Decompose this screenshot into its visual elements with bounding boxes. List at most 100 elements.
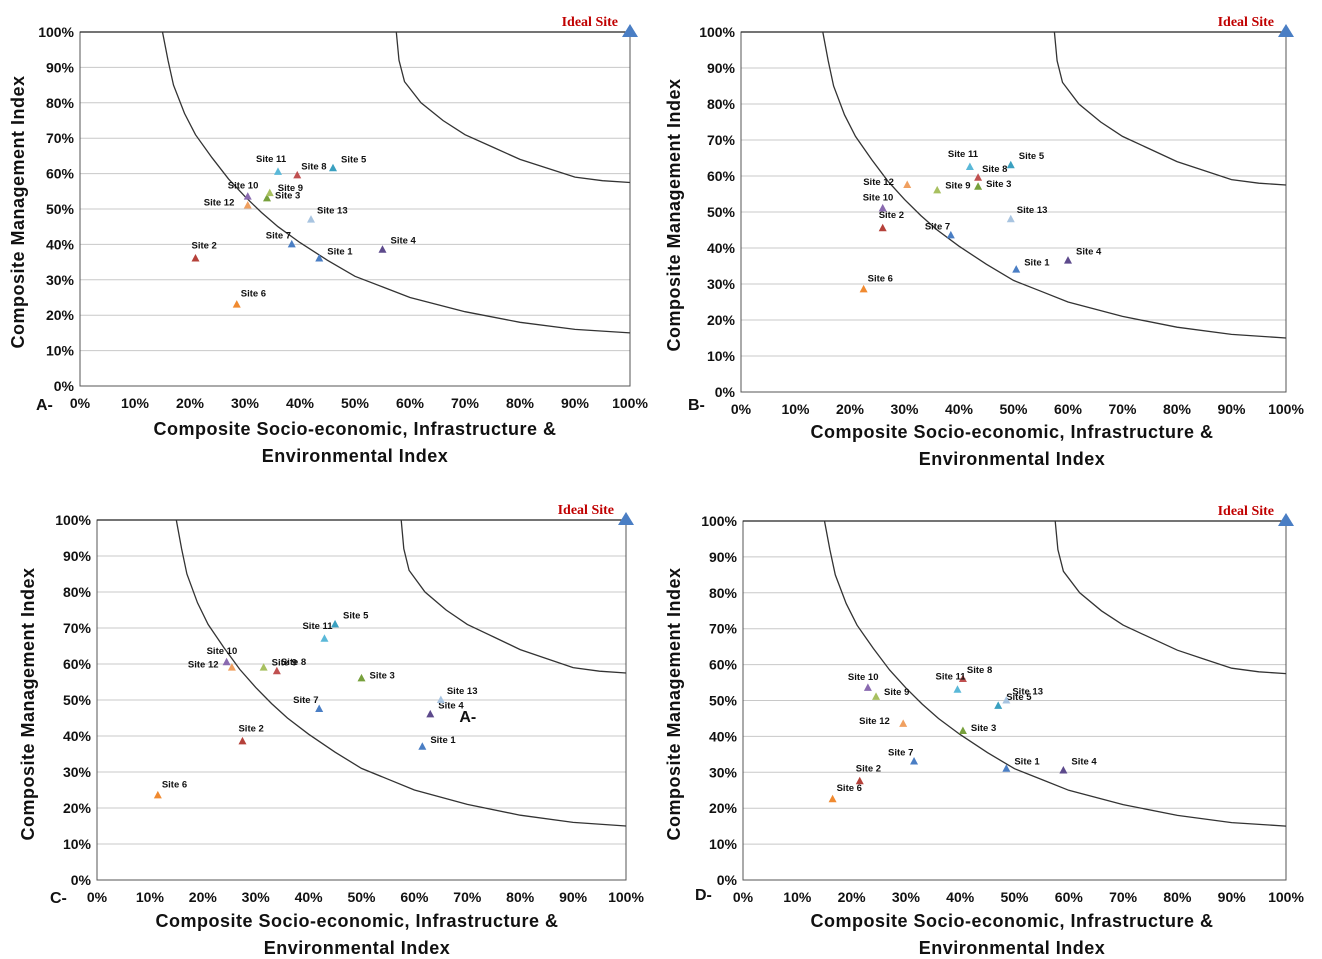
x-tick-label: 40%	[295, 889, 324, 905]
point-marker	[329, 163, 337, 172]
point-label: Site 4	[1076, 247, 1102, 258]
point-marker	[243, 200, 252, 209]
point-marker	[855, 776, 864, 785]
x-tick-label: 60%	[1055, 889, 1084, 905]
point-label: Site 13	[447, 686, 478, 697]
point-label: Site 7	[888, 748, 913, 759]
x-tick-label: 0%	[70, 395, 91, 411]
y-tick-label: 20%	[46, 307, 75, 323]
point-marker	[878, 203, 887, 212]
x-tick-label: 60%	[396, 395, 425, 411]
point-marker	[378, 245, 387, 253]
point-label: Site 9	[884, 687, 909, 698]
y-tick-label: 70%	[46, 130, 75, 146]
y-tick-label: 10%	[46, 343, 75, 359]
point-label: Site 6	[868, 273, 893, 284]
x-tick-label: 40%	[945, 401, 974, 417]
ideal-site-label: Ideal Site	[558, 503, 614, 518]
y-tick-label: 60%	[63, 656, 92, 672]
point-marker	[974, 182, 983, 190]
x-tick-label: 70%	[451, 395, 480, 411]
point-label: Site 7	[266, 230, 291, 241]
y-tick-label: 0%	[54, 378, 75, 394]
x-tick-label: 10%	[121, 395, 150, 411]
point-marker	[259, 663, 268, 671]
y-tick-label: 40%	[707, 240, 736, 256]
x-tick-label: 100%	[1268, 401, 1304, 417]
x-tick-label: 20%	[838, 889, 867, 905]
x-tick-label: 20%	[176, 395, 205, 411]
point-label: Site 9	[945, 180, 970, 191]
y-tick-label: 100%	[55, 512, 91, 528]
point-label: Site 13	[1017, 205, 1048, 216]
y-tick-label: 50%	[63, 692, 92, 708]
point-label: Site 5	[343, 610, 369, 621]
panel-label: A-	[36, 397, 53, 414]
y-tick-label: 30%	[709, 764, 738, 780]
x-tick-label: 50%	[341, 395, 370, 411]
panel-label: C-	[50, 890, 67, 907]
y-tick-label: 30%	[707, 276, 736, 292]
x-tick-label: 0%	[731, 401, 752, 417]
ideal-site-marker	[1278, 24, 1294, 37]
y-tick-label: 30%	[63, 764, 92, 780]
chart-panel-3: 0% 10% 20% 30% 40% 50% 60% 70% 80% 90% 100% 0% 10% 20…	[18, 503, 644, 958]
y-axis-label: Composite Management Index	[664, 567, 684, 840]
y-tick-label: 50%	[46, 201, 75, 217]
y-tick-label: 100%	[701, 513, 737, 529]
ideal-site-label: Ideal Site	[1218, 504, 1274, 519]
point-label: Site 12	[863, 177, 894, 188]
y-tick-label: 20%	[709, 800, 738, 816]
threshold-curve-2	[395, 31, 631, 184]
point-label: Site 8	[301, 161, 326, 172]
point-label: Site 12	[204, 197, 235, 208]
x-tick-label: 70%	[1108, 401, 1137, 417]
point-marker	[859, 284, 868, 293]
point-label: Site 3	[370, 670, 395, 681]
x-tick-label: 30%	[242, 889, 271, 905]
point-label: Site 6	[162, 779, 187, 790]
point-marker	[1064, 256, 1072, 264]
point-marker	[320, 634, 329, 642]
point-marker	[1002, 696, 1011, 704]
x-tick-label: 30%	[890, 401, 919, 417]
y-tick-label: 30%	[46, 272, 75, 288]
y-tick-label: 10%	[707, 348, 736, 364]
x-tick-label: 100%	[612, 395, 648, 411]
point-marker	[863, 683, 872, 691]
x-tick-label: 80%	[1163, 889, 1192, 905]
threshold-curve-2	[1054, 520, 1287, 675]
y-tick-label: 80%	[63, 584, 92, 600]
x-tick-label: 10%	[136, 889, 165, 905]
point-marker	[243, 192, 252, 200]
y-tick-label: 100%	[38, 24, 74, 40]
y-tick-label: 20%	[63, 800, 92, 816]
point-marker	[933, 185, 942, 194]
y-tick-label: 70%	[709, 621, 738, 637]
point-marker	[263, 193, 271, 202]
point-label: Site 8	[281, 657, 306, 668]
point-marker	[331, 619, 340, 628]
point-label: Site 9	[272, 658, 297, 669]
threshold-curve-2	[1053, 31, 1287, 186]
point-marker	[872, 692, 881, 700]
point-label: Site 10	[863, 192, 894, 203]
point-marker	[965, 162, 974, 170]
y-axis-label: Composite Management Index	[8, 75, 28, 348]
point-marker	[1006, 214, 1015, 223]
x-tick-label: 20%	[836, 401, 865, 417]
y-tick-label: 60%	[709, 657, 738, 673]
x-tick-label: 90%	[559, 889, 588, 905]
panel-label: D-	[695, 887, 712, 904]
x-tick-label: 90%	[561, 395, 590, 411]
point-marker	[828, 794, 837, 803]
x-axis-label-line1: Composite Socio-economic, Infrastructure…	[153, 419, 556, 439]
point-label: Site 1	[327, 247, 353, 258]
point-label: Site 10	[207, 646, 238, 657]
point-marker	[946, 230, 955, 239]
x-tick-label: 60%	[400, 889, 429, 905]
x-tick-label: 60%	[1054, 401, 1083, 417]
point-label: Site 1	[430, 735, 456, 746]
x-tick-label: 90%	[1217, 401, 1246, 417]
